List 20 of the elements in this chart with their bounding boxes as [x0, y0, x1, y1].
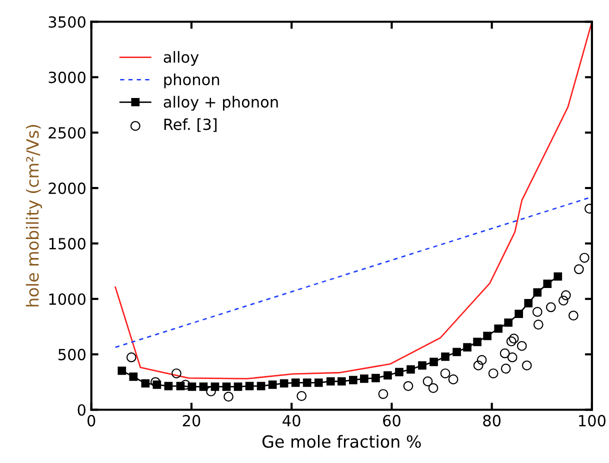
- y-tick-label: 1000: [49, 293, 86, 305]
- y-axis-title: hole mobility (cm²/Vs): [26, 125, 42, 306]
- x-axis-title: Ge mole fraction %: [262, 434, 421, 448]
- x-tick-label: 20: [182, 414, 200, 426]
- y-tick-label: 500: [58, 348, 86, 360]
- y-tick-label: 0: [78, 404, 86, 416]
- x-tick-label: 80: [483, 414, 501, 426]
- y-tick-label: 2500: [48, 127, 86, 139]
- legend-label: phonon: [164, 73, 220, 88]
- legend-label: Ref. [3]: [164, 118, 217, 132]
- x-tick-label: 0: [87, 414, 96, 426]
- y-tick-label: 1500: [49, 238, 86, 250]
- y-tick-label: 3500: [48, 16, 86, 28]
- y-tick-label: 2000: [48, 182, 86, 194]
- y-tick-label: 3000: [48, 72, 86, 84]
- legend-label: alloy + phonon: [164, 96, 278, 111]
- legend-label: alloy: [164, 51, 199, 66]
- x-tick-label: 100: [579, 414, 606, 426]
- x-tick-label: 60: [383, 414, 400, 426]
- x-tick-label: 40: [282, 414, 300, 426]
